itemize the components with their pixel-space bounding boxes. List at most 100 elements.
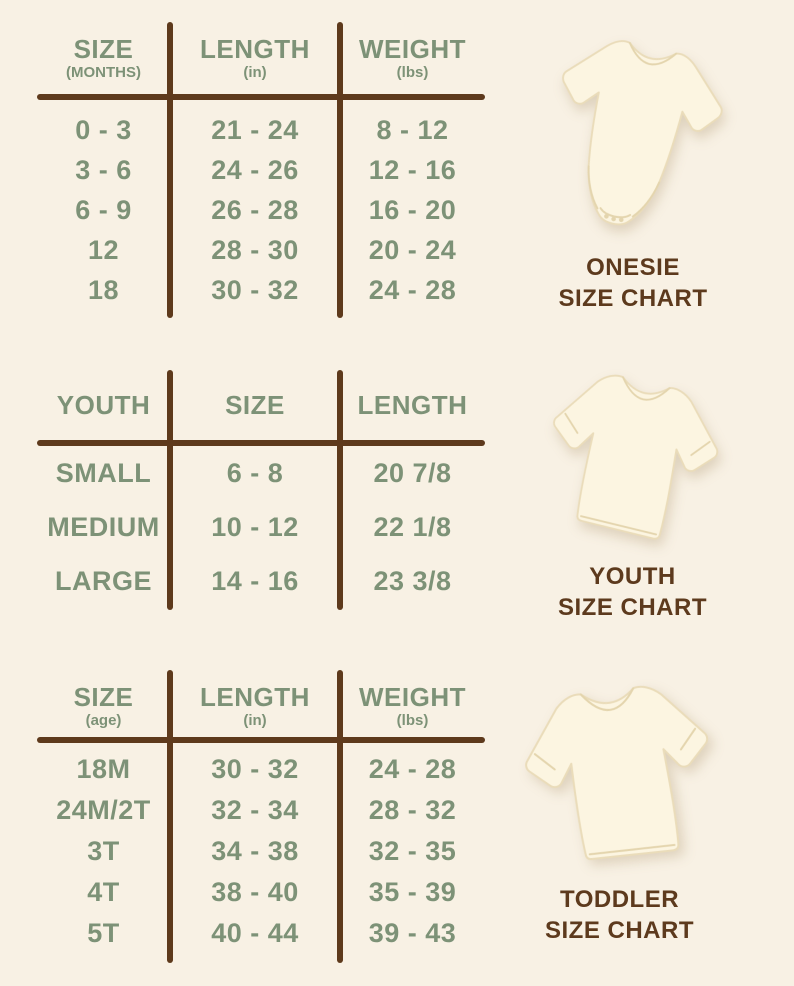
cell-youth: LARGE [55,565,152,596]
table-row: 3 - 6 24 - 26 12 - 16 [37,150,485,190]
table-row: 5T 40 - 44 39 - 43 [37,913,485,954]
cell-weight: 35 - 39 [368,877,457,907]
cell-length: 30 - 32 [211,754,299,784]
cell-length: 32 - 34 [211,795,299,825]
header-label: LENGTH [357,390,468,420]
toddler-size-table: SIZE (age) LENGTH (in) WEIGHT (lbs) 18M … [37,670,485,963]
cell-weight: 8 - 12 [376,114,449,145]
cell-size: 3 - 6 [75,154,132,185]
cell-size: 18 [87,274,120,305]
toddler-figure: TODDLER SIZE CHART [492,664,747,946]
cell-length: 22 1/8 [373,511,452,542]
cell-length: 30 - 32 [211,274,299,305]
cell-length: 38 - 40 [211,877,299,907]
caption-line: ONESIE [586,254,680,281]
cell-size: 24M/2T [56,795,151,825]
column-header-size: SIZE [170,370,340,440]
cell-size: 3T [87,836,120,866]
cell-weight: 20 - 24 [368,234,457,265]
column-header-weight: WEIGHT (lbs) [340,34,485,94]
cell-weight: 32 - 35 [368,836,457,866]
header-label: LENGTH [200,682,310,712]
table-divider [167,22,173,318]
table-body: 18M 30 - 32 24 - 28 24M/2T 32 - 34 28 - … [37,743,485,954]
figure-caption: TODDLER SIZE CHART [545,884,694,946]
table-row: MEDIUM 10 - 12 22 1/8 [37,500,485,554]
cell-size: 14 - 16 [211,565,299,596]
cell-weight: 16 - 20 [368,194,457,225]
header-unit: (in) [243,712,267,729]
cell-size: 18M [76,754,131,784]
cell-length: 23 3/8 [373,565,452,596]
cell-length: 24 - 26 [211,154,299,185]
cell-weight: 39 - 43 [368,918,457,948]
caption-line: YOUTH [589,563,676,590]
table-body: 0 - 3 21 - 24 8 - 12 3 - 6 24 - 26 12 - … [37,100,485,310]
cell-size: 5T [87,918,120,948]
table-row: 12 28 - 30 20 - 24 [37,230,485,270]
caption-line: SIZE CHART [558,285,708,312]
header-label: YOUTH [56,390,151,420]
column-header-size: SIZE (age) [37,682,170,737]
header-unit: (in) [243,64,267,81]
youth-figure: YOUTH SIZE CHART [510,356,755,623]
column-header-youth: YOUTH [37,370,170,440]
header-label: WEIGHT [359,682,466,712]
header-label: LENGTH [200,34,310,64]
cell-weight: 28 - 32 [368,795,457,825]
table-divider [337,670,343,963]
table-row: 4T 38 - 40 35 - 39 [37,872,485,913]
caption-line: TODDLER [559,886,680,913]
header-unit: (lbs) [396,712,429,729]
header-rule [37,94,485,100]
caption-line: SIZE CHART [558,594,707,621]
figure-caption: ONESIE SIZE CHART [559,252,708,314]
header-label: SIZE [73,34,134,64]
table-divider [167,370,173,610]
cell-size: 4T [87,877,120,907]
column-header-size: SIZE (MONTHS) [37,34,170,94]
cell-weight: 24 - 28 [368,274,457,305]
youth-tshirt-graphic [553,374,719,540]
cell-size: 0 - 3 [75,114,132,145]
table-body: SMALL 6 - 8 20 7/8 MEDIUM 10 - 12 22 1/8… [37,446,485,608]
cell-length: 26 - 28 [211,194,299,225]
table-header-row: SIZE (age) LENGTH (in) WEIGHT (lbs) [37,670,485,737]
column-header-length: LENGTH (in) [170,682,340,737]
cell-length: 21 - 24 [211,114,299,145]
figure-caption: YOUTH SIZE CHART [558,561,707,623]
onesie-figure: ONESIE SIZE CHART [508,24,758,314]
cell-weight: 24 - 28 [368,754,457,784]
table-row: LARGE 14 - 16 23 3/8 [37,554,485,608]
header-label: WEIGHT [359,34,466,64]
column-header-length: LENGTH (in) [170,34,340,94]
onesie-graphic [562,40,723,226]
column-header-length: LENGTH [340,370,485,440]
header-rule [37,737,485,743]
table-divider [167,670,173,963]
cell-size: 10 - 12 [211,511,299,542]
youth-size-table: YOUTH SIZE LENGTH SMALL 6 - 8 20 7/8 MED… [37,370,485,610]
toddler-tshirt-graphic [525,685,709,861]
cell-size: 6 - 8 [226,457,284,488]
table-header-row: YOUTH SIZE LENGTH [37,370,485,440]
cell-length: 28 - 30 [211,234,299,265]
table-row: 18 30 - 32 24 - 28 [37,270,485,310]
cell-length: 40 - 44 [211,918,299,948]
cell-length: 34 - 38 [211,836,299,866]
cell-youth: MEDIUM [47,511,160,542]
cell-size: 6 - 9 [75,194,132,225]
cell-length: 20 7/8 [373,457,452,488]
table-divider [337,22,343,318]
caption-line: SIZE CHART [545,917,694,944]
table-divider [337,370,343,610]
header-unit: (age) [85,712,122,729]
onesie-size-table: SIZE (MONTHS) LENGTH (in) WEIGHT (lbs) 0… [37,22,485,318]
table-header-row: SIZE (MONTHS) LENGTH (in) WEIGHT (lbs) [37,22,485,94]
table-row: 18M 30 - 32 24 - 28 [37,749,485,790]
header-label: SIZE [225,390,285,420]
cell-youth: SMALL [55,457,152,488]
header-rule [37,440,485,446]
table-row: 6 - 9 26 - 28 16 - 20 [37,190,485,230]
